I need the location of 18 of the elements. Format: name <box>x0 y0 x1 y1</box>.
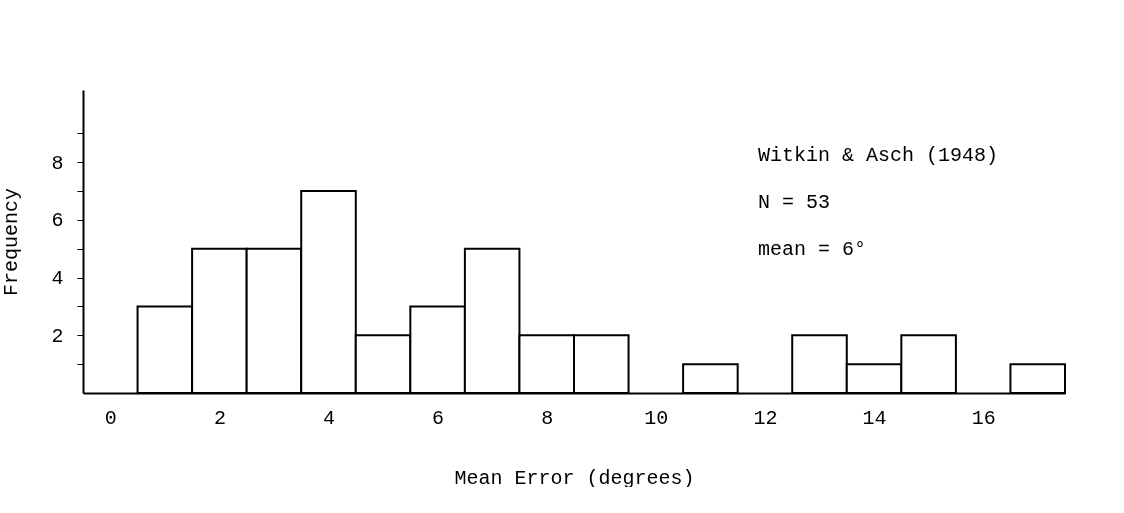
y-axis-title: Frequency <box>0 187 24 297</box>
x-tick-label: 2 <box>213 406 226 430</box>
annotation: Witkin & Asch (1948) <box>758 144 999 167</box>
y-tick-label: 6 <box>51 209 64 233</box>
x-tick-label: 0 <box>104 406 117 430</box>
annotation: N = 53 <box>758 191 831 214</box>
x-tick-label: 16 <box>971 406 996 430</box>
y-tick-label: 4 <box>51 267 64 291</box>
x-axis-title: Mean Error (degrees) <box>454 466 695 490</box>
x-tick-label: 4 <box>322 406 336 430</box>
y-tick-label: 2 <box>51 324 64 348</box>
y-tick-label: 8 <box>51 151 64 175</box>
x-tick-label: 8 <box>541 406 554 430</box>
x-tick-label: 10 <box>644 406 669 430</box>
x-tick-label: 14 <box>862 406 887 430</box>
x-tick-label: 6 <box>432 406 445 430</box>
x-tick-label: 12 <box>753 406 778 430</box>
annotation: mean = 6° <box>758 238 867 261</box>
